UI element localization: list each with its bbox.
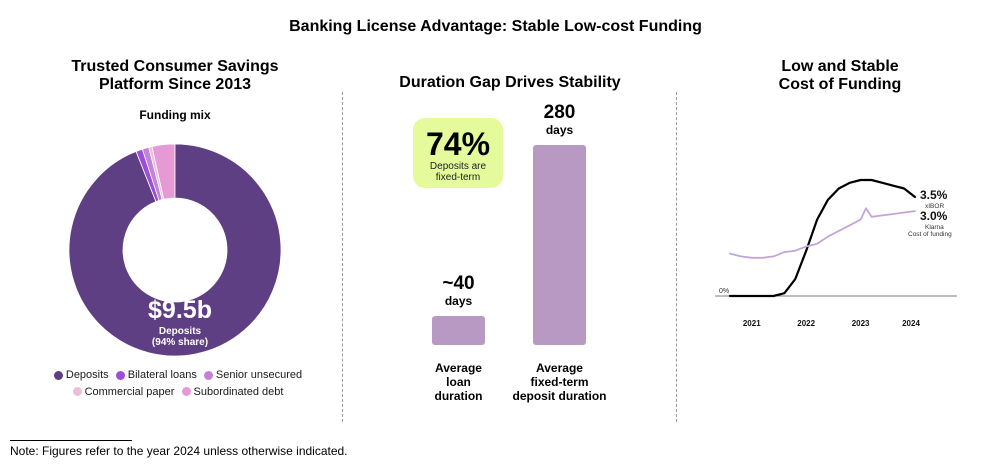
callout-value: 74% — [425, 126, 491, 162]
bar-value: ~40 — [442, 273, 475, 295]
divider-left — [342, 92, 343, 422]
x-tick-label: 2023 — [852, 319, 870, 328]
legend-item: Bilateral loans — [115, 369, 197, 381]
donut-center-label-share: (94% share) — [151, 337, 209, 348]
legend-swatch — [203, 370, 213, 380]
legend-swatch — [53, 370, 63, 380]
bar-value-label: ~40 days — [412, 273, 505, 309]
donut-slice-deposits — [68, 143, 282, 357]
legend-row-1: Deposits Bilateral loans Senior unsecure… — [50, 369, 310, 383]
legend-item: Subordinated debt — [181, 385, 284, 398]
bar-category-line: Average — [435, 361, 482, 375]
bar-unit: days — [545, 123, 574, 137]
panel3-title-line2: Cost of Funding — [778, 76, 902, 93]
legend-label: Commercial paper — [84, 385, 175, 398]
legend-label: Deposits — [65, 369, 109, 381]
klarna-cost-of-funding-line — [729, 207, 916, 259]
donut-center-label-name: Deposits — [158, 326, 202, 337]
legend-swatch — [115, 370, 125, 380]
bar-category-line: deposit duration — [512, 389, 607, 403]
bar-category-line: loan — [446, 375, 471, 389]
callout-line1: Deposits are — [429, 161, 487, 172]
donut-center-value: $9.5b — [148, 296, 212, 324]
callout-line2: fixed-term — [435, 172, 481, 183]
x-tick-label: 2022 — [797, 319, 815, 328]
bar-category-line: Average — [536, 361, 583, 375]
bar-deposit-duration — [533, 145, 586, 345]
x-tick-label: 2024 — [902, 319, 920, 328]
zero-axis-label: 0% — [719, 288, 729, 295]
bar-category-line: duration — [434, 389, 483, 403]
funding-mix-donut — [68, 143, 282, 357]
legend-item: Deposits — [53, 369, 109, 381]
panel3-title: Low and Stable Cost of Funding — [740, 58, 940, 94]
divider-right — [676, 92, 677, 422]
bar-category-label: Average loan duration — [392, 361, 525, 403]
funding-mix-legend: Deposits Bilateral loans Senior unsecure… — [50, 369, 310, 399]
xibor-end-name: xIBOR — [925, 203, 944, 210]
panel1-title-line2: Platform Since 2013 — [98, 76, 252, 93]
donut-center-label: Deposits (94% share) — [130, 326, 230, 348]
footnote: Note: Figures refer to the year 2024 unl… — [10, 444, 348, 458]
panel1-title: Trusted Consumer Savings Platform Since … — [40, 58, 310, 94]
legend-item: Senior unsecured — [203, 369, 303, 381]
bar-category-label: Average fixed-term deposit duration — [493, 361, 626, 403]
klarna-end-value: 3.0% — [920, 209, 948, 223]
xibor-end-value: 3.5% — [920, 188, 948, 202]
bar-loan-duration — [432, 316, 485, 345]
xibor-line — [728, 178, 917, 298]
legend-label: Subordinated debt — [193, 385, 284, 398]
panel3-title-line1: Low and Stable — [781, 58, 899, 75]
klarna-end-name-line1: Klarna — [925, 224, 944, 231]
legend-item: Commercial paper — [72, 385, 175, 398]
slide-title: Banking License Advantage: Stable Low-co… — [289, 18, 702, 35]
legend-label: Senior unsecured — [215, 369, 303, 381]
footnote-rule — [10, 440, 132, 441]
bar-category-line: fixed-term — [530, 375, 589, 389]
panel2-title: Duration Gap Drives Stability — [399, 74, 621, 91]
bar-value-label: 280 days — [513, 102, 606, 138]
bar-value: 280 — [543, 102, 576, 123]
x-tick-label: 2021 — [743, 319, 761, 328]
funding-mix-label: Funding mix — [139, 108, 211, 122]
duration-bar-chart: ~40 days Average loan duration 280 days Average… — [400, 100, 640, 403]
fixed-term-callout: 74% Deposits are fixed-term — [413, 118, 503, 188]
klarna-end-name-line2: Cost of funding — [908, 231, 952, 238]
legend-row-2: Commercial paper Subordinated debt — [50, 386, 310, 400]
legend-swatch — [72, 387, 82, 396]
legend-swatch — [181, 387, 191, 396]
panel1-title-line1: Trusted Consumer Savings — [71, 58, 279, 75]
legend-label: Bilateral loans — [127, 369, 197, 381]
bar-unit: days — [444, 294, 473, 309]
